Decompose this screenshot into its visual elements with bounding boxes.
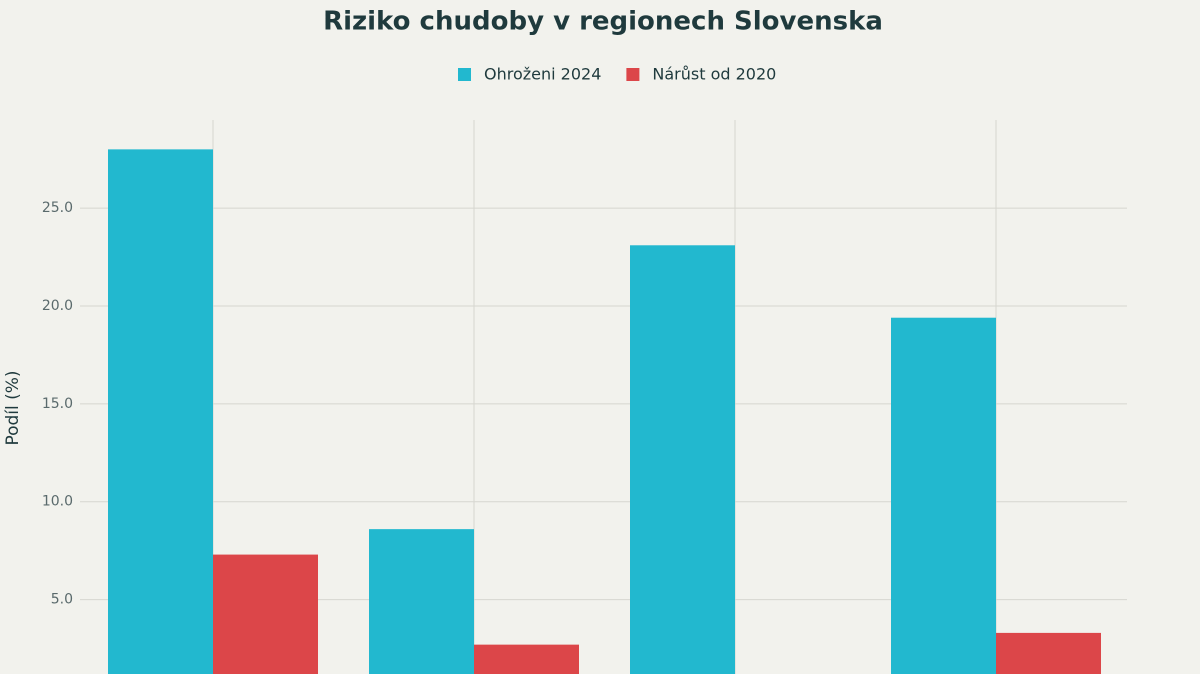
legend-swatch <box>626 68 640 81</box>
y-tick-label: 20.0 <box>42 298 73 314</box>
bar <box>630 245 735 674</box>
y-axis-label: Podíl (%) <box>3 370 23 445</box>
legend-label: Nárůst od 2020 <box>652 65 776 84</box>
chart-title: Riziko chudoby v regionech Slovenska <box>323 7 883 37</box>
bar <box>213 554 318 674</box>
y-tick-label: 25.0 <box>42 200 73 216</box>
y-tick-label: 5.0 <box>51 592 73 608</box>
bar <box>996 632 1101 674</box>
bar <box>369 529 474 674</box>
legend-label: Ohroženi 2024 <box>484 65 601 84</box>
bar <box>474 644 579 674</box>
legend-swatch <box>458 68 471 81</box>
y-tick-label: 10.0 <box>42 494 73 510</box>
bar <box>108 149 213 674</box>
bar <box>891 317 996 674</box>
y-tick-label: 15.0 <box>42 396 73 412</box>
